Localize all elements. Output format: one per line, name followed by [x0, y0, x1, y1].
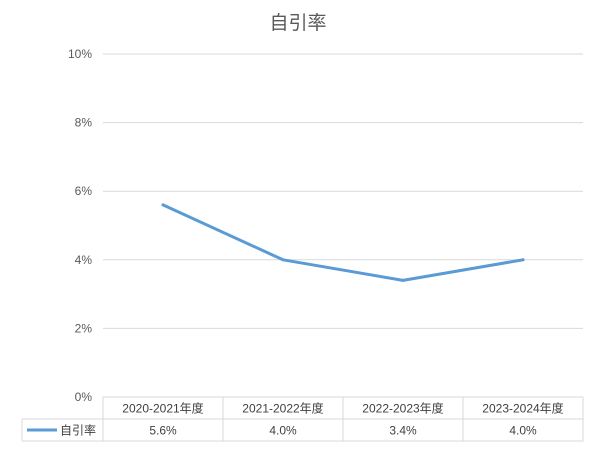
data-point — [521, 258, 525, 262]
y-tick-label: 8% — [75, 116, 93, 130]
chart-title: 自引率 — [269, 12, 326, 34]
data-point — [281, 258, 285, 262]
data-table: 2020-2021年度 2021-2022年度 2022-2023年度 2023-20… — [21, 397, 584, 442]
y-tick-label: 4% — [75, 253, 93, 267]
data-table-value: 4.0% — [269, 424, 297, 438]
legend-label: 自引率 — [60, 423, 96, 438]
series-line — [161, 203, 525, 282]
data-table-value: 4.0% — [509, 424, 537, 438]
data-table-value: 5.6% — [149, 424, 177, 438]
x-category-label: 2023-2024年度 — [482, 401, 563, 416]
y-axis-tick-labels: 0% 2% 4% 6% 8% 10% — [68, 47, 92, 404]
x-category-label: 2021-2022年度 — [242, 401, 323, 416]
gridlines — [103, 53, 583, 398]
y-tick-label: 10% — [68, 47, 92, 61]
y-tick-label: 0% — [75, 390, 93, 404]
data-point — [401, 278, 405, 282]
series-lines — [161, 203, 525, 282]
y-tick-label: 2% — [75, 321, 93, 335]
data-table-value: 3.4% — [389, 424, 417, 438]
y-tick-label: 6% — [75, 184, 93, 198]
x-category-label: 2022-2023年度 — [362, 401, 443, 416]
data-point — [161, 203, 165, 207]
x-category-label: 2020-2021年度 — [122, 401, 203, 416]
